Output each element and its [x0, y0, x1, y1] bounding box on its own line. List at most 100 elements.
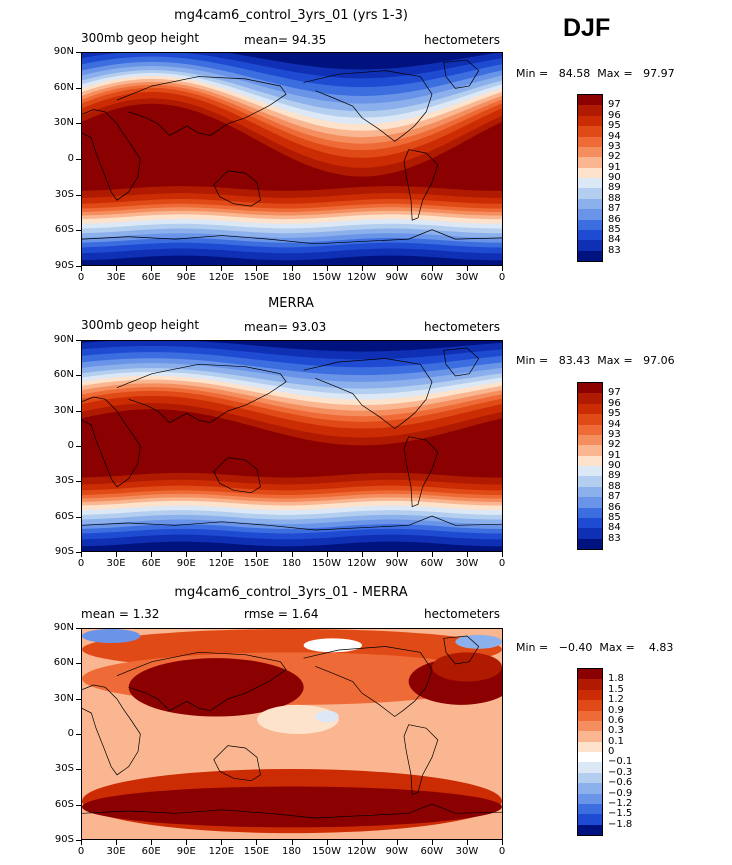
- colorbar-label: 85: [608, 511, 621, 523]
- longitude-label: 120E: [208, 272, 235, 283]
- latitude-label: 0: [67, 440, 74, 451]
- latitude-tick: [76, 734, 81, 735]
- longitude-label: 60E: [141, 272, 161, 283]
- panel-right-label: hectometers: [424, 320, 500, 334]
- colorbar-swatch: [578, 146, 602, 158]
- panel-title: MERRA: [268, 296, 314, 311]
- longitude-tick: [466, 840, 468, 845]
- colorbar-swatch: [578, 198, 602, 210]
- latitude-label: 60N: [53, 369, 74, 381]
- longitude-tick: [151, 840, 153, 845]
- colorbar-swatch: [578, 393, 602, 404]
- map-fill: [82, 53, 502, 265]
- latitude-tick: [76, 52, 81, 53]
- longitude-tick: [396, 552, 398, 557]
- longitude-tick: [151, 266, 153, 271]
- colorbar-label: 87: [608, 491, 621, 503]
- colorbar-swatch: [578, 115, 602, 127]
- colorbar-swatch: [578, 229, 602, 241]
- longitude-label: 30W: [455, 272, 479, 283]
- longitude-label: 90E: [176, 272, 196, 283]
- colorbar-label: −0.3: [608, 766, 633, 778]
- colorbar-label: 97: [608, 99, 621, 111]
- longitude-label: 0: [77, 272, 85, 283]
- latitude-label: 30N: [53, 117, 74, 129]
- longitude-label: 0: [498, 272, 506, 283]
- latitude-tick: [76, 552, 81, 553]
- longitude-tick: [256, 552, 258, 557]
- longitude-label: 120E: [208, 558, 235, 569]
- latitude-label: 60N: [53, 81, 74, 93]
- latitude-tick: [76, 840, 81, 841]
- longitude-label: 180: [281, 272, 302, 283]
- colorbar-swatch: [578, 783, 602, 794]
- longitude-tick: [221, 266, 223, 271]
- colorbar-label: 95: [608, 408, 621, 420]
- latitude-label: 90S: [54, 260, 74, 271]
- longitude-tick: [396, 266, 398, 271]
- colorbar-swatch: [578, 157, 602, 168]
- colorbar-label: 1.5: [608, 683, 624, 695]
- longitude-label: 60E: [141, 558, 161, 569]
- longitude-tick: [361, 266, 363, 271]
- longitude-label: 30W: [455, 846, 479, 857]
- colorbar-swatch: [578, 455, 602, 466]
- longitude-tick: [396, 840, 398, 845]
- longitude-label: 150W: [312, 558, 342, 569]
- longitude-tick: [502, 840, 503, 845]
- colorbar-label: 90: [608, 460, 621, 471]
- min-max-label: Min = 84.58 Max = 97.97: [516, 67, 675, 80]
- longitude-tick: [256, 266, 258, 271]
- longitude-tick: [502, 552, 503, 557]
- colorbar-swatch: [578, 445, 602, 456]
- colorbar-label: 96: [608, 109, 621, 121]
- colorbar-swatch: [578, 167, 602, 178]
- latitude-label: 0: [67, 728, 74, 739]
- longitude-tick: [81, 840, 82, 845]
- colorbar-label: 90: [608, 172, 621, 183]
- longitude-tick: [186, 840, 188, 845]
- latitude-label: 60S: [54, 224, 74, 236]
- colorbar-swatch: [578, 403, 602, 415]
- latitude-label: 60S: [54, 798, 74, 810]
- colorbar-swatch: [578, 486, 602, 498]
- latitude-tick: [76, 230, 81, 232]
- longitude-label: 150W: [312, 846, 342, 857]
- longitude-tick: [151, 552, 153, 557]
- colorbar-label: 92: [608, 151, 621, 163]
- colorbar-label: 94: [608, 418, 621, 430]
- latitude-label: 30N: [53, 692, 74, 704]
- latitude-tick: [76, 410, 81, 412]
- colorbar-swatch: [578, 679, 602, 690]
- contour-map: [81, 340, 503, 552]
- longitude-tick: [186, 266, 188, 271]
- longitude-tick: [291, 840, 293, 845]
- latitude-tick: [76, 194, 81, 196]
- panel-left-label: mean = 1.32: [81, 607, 160, 621]
- min-max-label: Min = −0.40 Max = 4.83: [516, 641, 674, 654]
- longitude-tick: [291, 552, 293, 557]
- map-fill: [82, 341, 502, 551]
- longitude-label: 150E: [243, 846, 270, 857]
- longitude-tick: [431, 552, 433, 557]
- longitude-label: 90E: [176, 846, 196, 857]
- colorbar-label: 89: [608, 470, 621, 482]
- latitude-tick: [76, 769, 81, 771]
- colorbar-swatch: [578, 178, 602, 189]
- latitude-label: 30N: [53, 404, 74, 416]
- longitude-label: 90E: [176, 558, 196, 569]
- colorbar-swatch: [578, 126, 602, 137]
- colorbar-label: 97: [608, 387, 621, 399]
- panel-center-label: mean= 93.03: [244, 320, 327, 334]
- colorbar-label: 84: [608, 522, 621, 534]
- longitude-label: 30E: [106, 272, 126, 283]
- latitude-label: 30S: [54, 475, 74, 487]
- colorbar-swatch: [578, 136, 602, 147]
- colorbar-label: 91: [608, 449, 621, 461]
- longitude-tick: [256, 840, 258, 845]
- latitude-tick: [76, 516, 81, 518]
- colorbar-swatch: [578, 383, 602, 394]
- longitude-label: 60W: [420, 272, 444, 283]
- longitude-label: 150E: [243, 558, 270, 569]
